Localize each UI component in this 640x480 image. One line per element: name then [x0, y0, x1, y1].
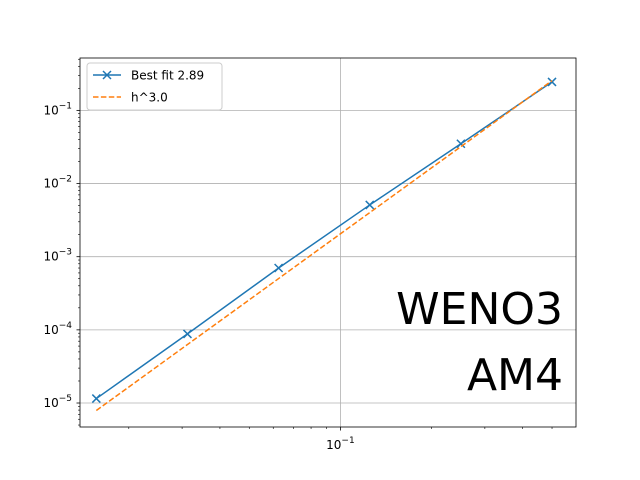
- series-0-point: [547, 77, 557, 87]
- legend: Best fit 2.89 h^3.0: [86, 62, 223, 111]
- series-0-point: [456, 139, 466, 149]
- legend-entry-best-fit: Best fit 2.89: [93, 69, 204, 83]
- series-line-1: [95, 80, 553, 412]
- annotation-method: WENO3: [396, 284, 563, 335]
- x-tick-label: 10−1: [326, 436, 355, 452]
- grid: [80, 58, 576, 427]
- tick-labels: 10−1 10−5 10−4 10−3 10−2 10−1: [43, 101, 354, 452]
- y-tick-label: 10−4: [43, 321, 72, 337]
- y-tick-label: 10−5: [43, 394, 72, 410]
- series-0-point: [365, 200, 375, 210]
- series-0-point: [182, 329, 193, 339]
- plot-frame: [79, 57, 577, 428]
- legend-label-best-fit: Best fit 2.89: [131, 69, 204, 83]
- y-tick-label: 10−2: [43, 175, 72, 191]
- series-0-point: [91, 394, 101, 404]
- series-line-0: [95, 81, 553, 400]
- series-0-point: [274, 263, 284, 273]
- y-tick-label: 10−3: [43, 248, 72, 264]
- series-layer: [91, 77, 557, 412]
- legend-marker-best-fit: [102, 70, 112, 80]
- major-ticks: [76, 109, 341, 431]
- legend-entry-h3: h^3.0: [93, 91, 168, 105]
- y-tick-label: 10−1: [43, 101, 72, 117]
- legend-label-h3: h^3.0: [131, 91, 168, 105]
- annotation-scheme: AM4: [467, 350, 563, 401]
